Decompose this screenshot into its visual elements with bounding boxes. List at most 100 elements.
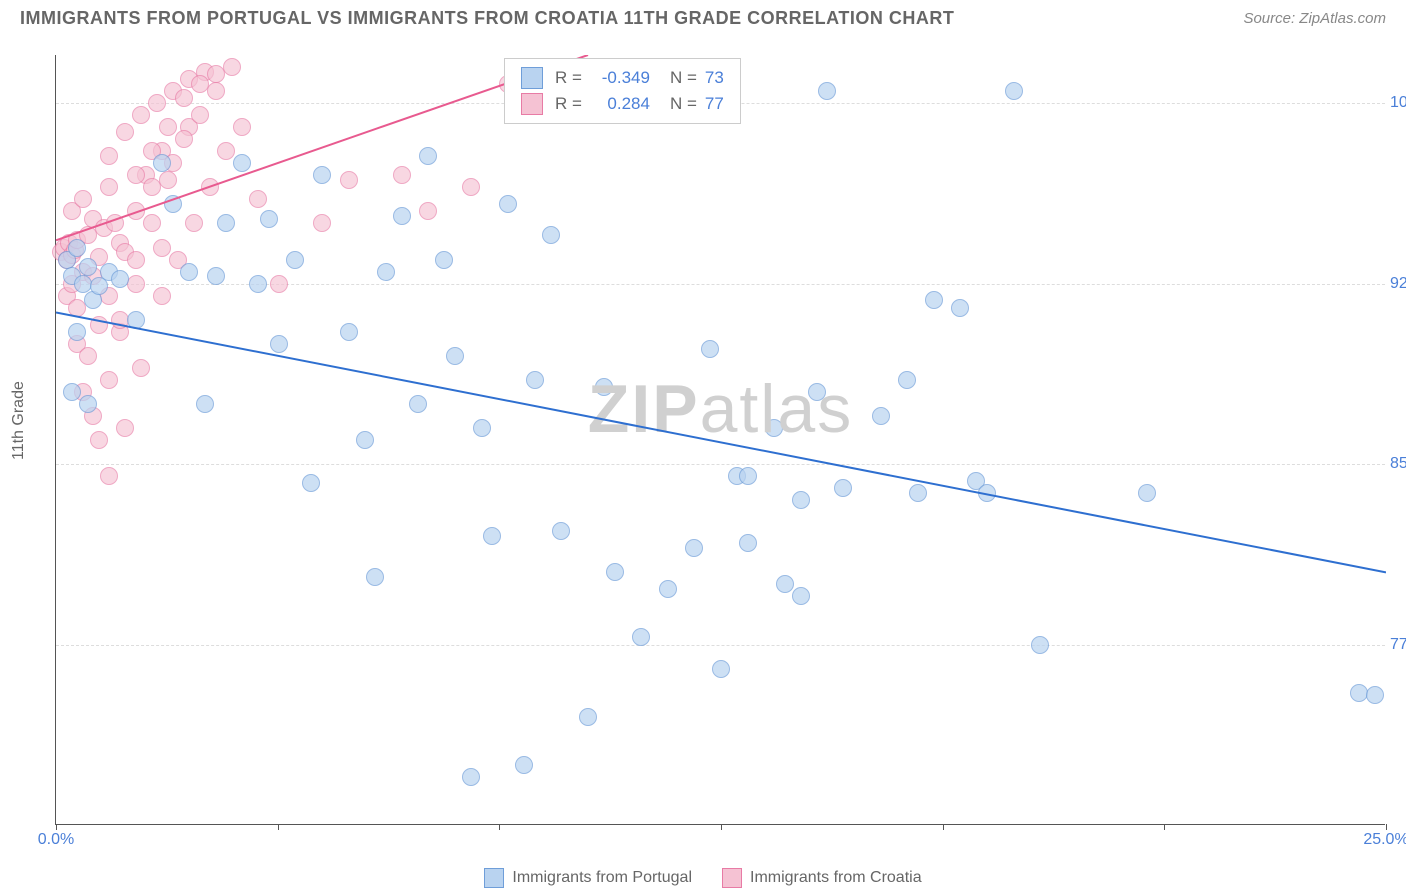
data-point-portugal [776, 575, 794, 593]
data-point-portugal [872, 407, 890, 425]
data-point-portugal [818, 82, 836, 100]
data-point-croatia [143, 214, 161, 232]
data-point-croatia [249, 190, 267, 208]
data-point-portugal [68, 323, 86, 341]
data-point-portugal [393, 207, 411, 225]
legend-item-portugal: Immigrants from Portugal [484, 868, 692, 888]
data-point-portugal [552, 522, 570, 540]
data-point-croatia [153, 287, 171, 305]
r-label: R = [555, 68, 582, 88]
data-point-portugal [356, 431, 374, 449]
legend-item-croatia: Immigrants from Croatia [722, 868, 922, 888]
data-point-croatia [191, 75, 209, 93]
x-tick-mark [721, 824, 722, 830]
legend-swatch-portugal [484, 868, 504, 888]
n-label: N = [670, 68, 697, 88]
data-point-croatia [127, 251, 145, 269]
x-tick-mark [1164, 824, 1165, 830]
x-tick-mark [499, 824, 500, 830]
data-point-portugal [739, 467, 757, 485]
series-legend: Immigrants from Portugal Immigrants from … [0, 868, 1406, 888]
r-value-croatia: 0.284 [590, 94, 650, 114]
data-point-portugal [233, 154, 251, 172]
data-point-portugal [63, 383, 81, 401]
data-point-portugal [542, 226, 560, 244]
data-point-portugal [313, 166, 331, 184]
data-point-croatia [419, 202, 437, 220]
chart-source: Source: ZipAtlas.com [1243, 10, 1386, 27]
correlation-legend: R = -0.349 N = 73R = 0.284 N = 77 [504, 58, 741, 124]
data-point-croatia [233, 118, 251, 136]
data-point-portugal [499, 195, 517, 213]
data-point-portugal [925, 291, 943, 309]
data-point-portugal [483, 527, 501, 545]
data-point-portugal [606, 563, 624, 581]
y-tick-label: 100.0% [1390, 94, 1406, 112]
data-point-portugal [111, 270, 129, 288]
y-tick-label: 77.5% [1390, 636, 1406, 654]
data-point-portugal [462, 768, 480, 786]
data-point-portugal [79, 395, 97, 413]
data-point-portugal [951, 299, 969, 317]
data-point-portugal [739, 534, 757, 552]
legend-swatch-croatia [521, 93, 543, 115]
n-value-croatia: 77 [705, 94, 724, 114]
data-point-portugal [579, 708, 597, 726]
data-point-croatia [175, 89, 193, 107]
data-point-croatia [74, 190, 92, 208]
data-point-portugal [302, 474, 320, 492]
data-point-croatia [127, 202, 145, 220]
data-point-croatia [393, 166, 411, 184]
data-point-portugal [701, 340, 719, 358]
chart-container: 11th Grade ZIPatlas R =-0.349N =73R =0.2… [0, 40, 1406, 892]
data-point-croatia [116, 123, 134, 141]
x-tick-mark [1386, 824, 1387, 830]
data-point-croatia [79, 347, 97, 365]
legend-row-croatia: R =0.284N =77 [521, 91, 724, 117]
data-point-portugal [217, 214, 235, 232]
data-point-croatia [148, 94, 166, 112]
data-point-croatia [100, 467, 118, 485]
data-point-portugal [286, 251, 304, 269]
data-point-portugal [260, 210, 278, 228]
data-point-croatia [201, 178, 219, 196]
data-point-portugal [515, 756, 533, 774]
data-point-portugal [1005, 82, 1023, 100]
data-point-croatia [159, 171, 177, 189]
legend-row-portugal: R = -0.349 N = 73 [521, 65, 724, 91]
y-tick-label: 85.0% [1390, 455, 1406, 473]
legend-label-portugal: Immigrants from Portugal [512, 869, 692, 887]
data-point-croatia [340, 171, 358, 189]
data-point-croatia [313, 214, 331, 232]
legend-label-croatia: Immigrants from Croatia [750, 869, 922, 887]
n-label: N = [670, 94, 697, 114]
data-point-croatia [223, 58, 241, 76]
data-point-portugal [595, 378, 613, 396]
data-point-portugal [127, 311, 145, 329]
data-point-portugal [1031, 636, 1049, 654]
data-point-croatia [116, 419, 134, 437]
data-point-croatia [207, 82, 225, 100]
data-point-croatia [217, 142, 235, 160]
data-point-portugal [526, 371, 544, 389]
data-point-portugal [435, 251, 453, 269]
data-point-croatia [462, 178, 480, 196]
data-point-portugal [1366, 686, 1384, 704]
n-value-portugal: 73 [705, 68, 724, 88]
data-point-portugal [377, 263, 395, 281]
data-point-portugal [685, 539, 703, 557]
data-point-portugal [153, 154, 171, 172]
data-point-croatia [153, 239, 171, 257]
data-point-croatia [90, 431, 108, 449]
data-point-portugal [898, 371, 916, 389]
data-point-portugal [207, 267, 225, 285]
data-point-portugal [792, 587, 810, 605]
data-point-portugal [978, 484, 996, 502]
data-point-portugal [68, 239, 86, 257]
data-point-croatia [185, 214, 203, 232]
data-point-portugal [340, 323, 358, 341]
r-value-portugal: -0.349 [590, 68, 650, 88]
data-point-portugal [164, 195, 182, 213]
data-point-croatia [191, 106, 209, 124]
data-point-portugal [196, 395, 214, 413]
